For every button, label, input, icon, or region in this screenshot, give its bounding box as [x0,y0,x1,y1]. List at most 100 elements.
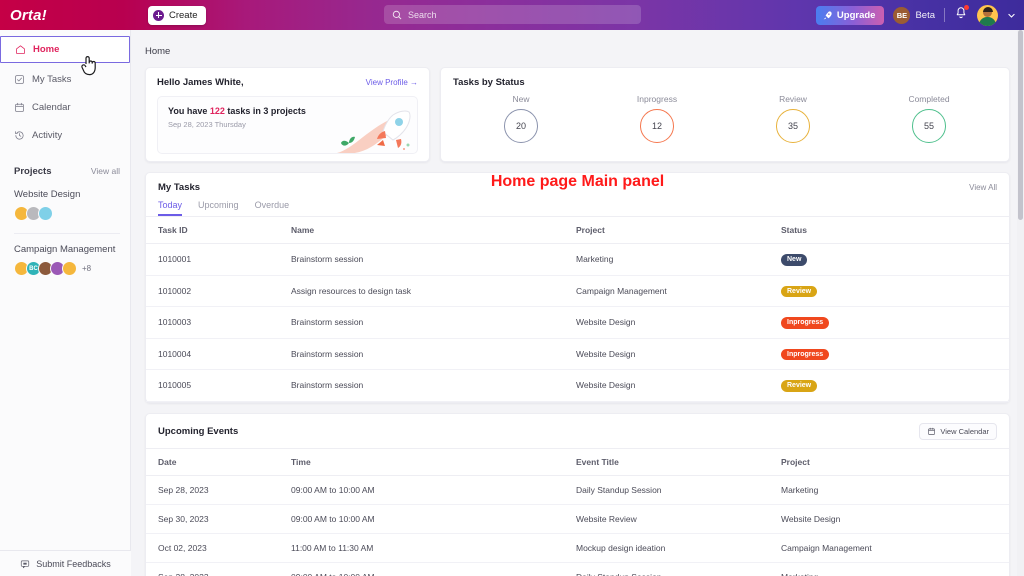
my-tasks-panel: My Tasks Home page Main panel View All T… [145,172,1010,403]
cell-task-id: 1010005 [146,369,291,402]
status-stat-new[interactable]: New 20 [453,94,589,143]
calendar-icon [928,427,936,435]
table-row[interactable]: Oct 02, 2023 11:00 AM to 11:30 AM Mockup… [146,533,1009,563]
view-calendar-label: View Calendar [940,426,989,436]
projects-view-all-link[interactable]: View all [90,166,120,176]
task-summary-text: You have 122 tasks in 3 projects [168,106,306,116]
create-button[interactable]: Create [148,5,206,25]
table-row[interactable]: Sep 28, 2023 09:00 AM to 10:00 AM Daily … [146,475,1009,505]
status-label: Inprogress [636,94,678,104]
cell-task-id: 1010003 [146,306,291,339]
tab-upcoming[interactable]: Upcoming [198,200,239,210]
greeting-title: Hello James White, [157,77,244,88]
my-tasks-view-all-link[interactable]: View All [969,183,997,192]
sidebar-item-my-tasks[interactable]: My Tasks [0,68,130,91]
cell-name: Brainstorm session [291,243,576,276]
my-tasks-title: My Tasks [158,182,201,193]
table-row[interactable]: 1010004 Brainstorm session Website Desig… [146,338,1009,370]
table-header-row: Date Time Event Title Project [146,447,1009,476]
cell-date: Sep 30, 2023 [146,504,291,534]
table-row[interactable]: Sep 30, 2023 09:00 AM to 10:00 AM Websit… [146,504,1009,534]
cell-event-title: Daily Standup Session [576,562,781,576]
sidebar-item-calendar[interactable]: Calendar [0,96,130,119]
cell-date: Sep 28, 2023 [146,475,291,505]
status-badge: Inprogress [781,317,830,329]
checkbox-icon [15,75,24,84]
sidebar-item-activity[interactable]: Activity [0,124,130,147]
status-stat-review[interactable]: Review 35 [725,94,861,143]
tasks-by-status-card: Tasks by Status New 20 Inprogress 12 Rev… [440,67,1010,162]
status-value: 35 [776,109,810,143]
cell-task-id: 1010001 [146,243,291,276]
tasks-by-status-title: Tasks by Status [453,77,525,88]
header-right-cluster: Upgrade BE Beta [815,0,1016,30]
chevron-down-icon[interactable] [1007,11,1016,20]
table-row[interactable]: 1010002 Assign resources to design task … [146,275,1009,307]
greeting-card: Hello James White, View Profile → You ha… [145,67,430,162]
tab-overdue[interactable]: Overdue [254,200,290,210]
page-scrollbar[interactable] [1017,30,1024,576]
upcoming-events-title: Upcoming Events [158,425,239,437]
sidebar-item-home[interactable]: Home [0,36,130,63]
cell-status: Review [781,369,1009,402]
search-icon [392,10,402,19]
scrollbar-thumb[interactable] [1018,30,1023,220]
sidebar-divider [14,233,120,234]
table-row[interactable]: 1010005 Brainstorm session Website Desig… [146,369,1009,402]
beta-avatar: BE [893,6,911,24]
view-profile-link[interactable]: View Profile → [365,78,418,87]
plus-icon [153,9,164,21]
cell-task-id: 1010004 [146,338,291,370]
project-website-design[interactable]: Website Design [0,189,130,221]
status-label: New [512,94,530,104]
cell-project: Website Design [781,504,1009,534]
column-project: Project [576,216,781,244]
table-row[interactable]: 1010003 Brainstorm session Website Desig… [146,306,1009,339]
app-logo[interactable]: Orta! [10,6,47,24]
status-badge: New [781,254,808,266]
status-stat-inprogress[interactable]: Inprogress 12 [589,94,725,143]
user-avatar[interactable] [977,4,998,26]
notifications-button[interactable] [954,4,969,25]
cell-event-title: Mockup design ideation [576,533,781,563]
my-tasks-header: My Tasks Home page Main panel View All [146,173,1009,193]
bell-icon [956,6,966,18]
submit-feedbacks-label: Submit Feedbacks [36,558,111,569]
search-input[interactable]: Search [384,5,641,24]
upgrade-button-label: Upgrade [836,9,876,21]
annotation-overlay: Home page Main panel [490,173,665,190]
view-calendar-button[interactable]: View Calendar [919,422,997,440]
greeting-summary-box: You have 122 tasks in 3 projects Sep 28,… [157,96,418,154]
project-member-avatars [14,206,120,221]
rocket-icon [823,10,832,19]
submit-feedbacks-button[interactable]: Submit Feedbacks [0,550,131,576]
main-content: Home Hello James White, View Profile → Y… [131,30,1024,576]
cell-status: New [781,243,1009,276]
status-label: Review [779,94,807,104]
project-campaign-management[interactable]: Campaign Management BC +8 [0,244,130,276]
table-row[interactable]: Sep 28, 2023 09:00 AM to 10:00 AM Daily … [146,562,1009,576]
beta-account[interactable]: BE Beta [893,6,935,24]
sidebar-item-my-tasks-label: My Tasks [32,74,72,85]
top-header-bar: Orta! Create Search Upgrade BE [0,0,1024,30]
avatar [62,261,77,276]
cell-event-title: Daily Standup Session [576,475,781,505]
notification-badge-dot [964,4,969,10]
status-badge: Review [781,380,818,392]
cell-project: Campaign Management [576,275,781,307]
rocket-illustration [337,110,411,153]
cell-date: Sep 28, 2023 [146,562,291,576]
beta-label: Beta [915,9,935,21]
upgrade-button[interactable]: Upgrade [815,5,885,25]
cell-name: Brainstorm session [291,306,576,339]
my-tasks-tabs: Today Upcoming Overdue [146,193,1009,216]
table-row[interactable]: 1010001 Brainstorm session Marketing New [146,243,1009,276]
status-stat-completed[interactable]: Completed 55 [861,94,997,143]
tab-today[interactable]: Today [158,200,183,216]
breadcrumb: Home [145,46,171,57]
projects-section-header: Projects View all [0,163,130,179]
cell-name: Assign resources to design task [291,275,576,307]
cell-project: Website Design [576,338,781,370]
cell-project: Marketing [781,475,1009,505]
